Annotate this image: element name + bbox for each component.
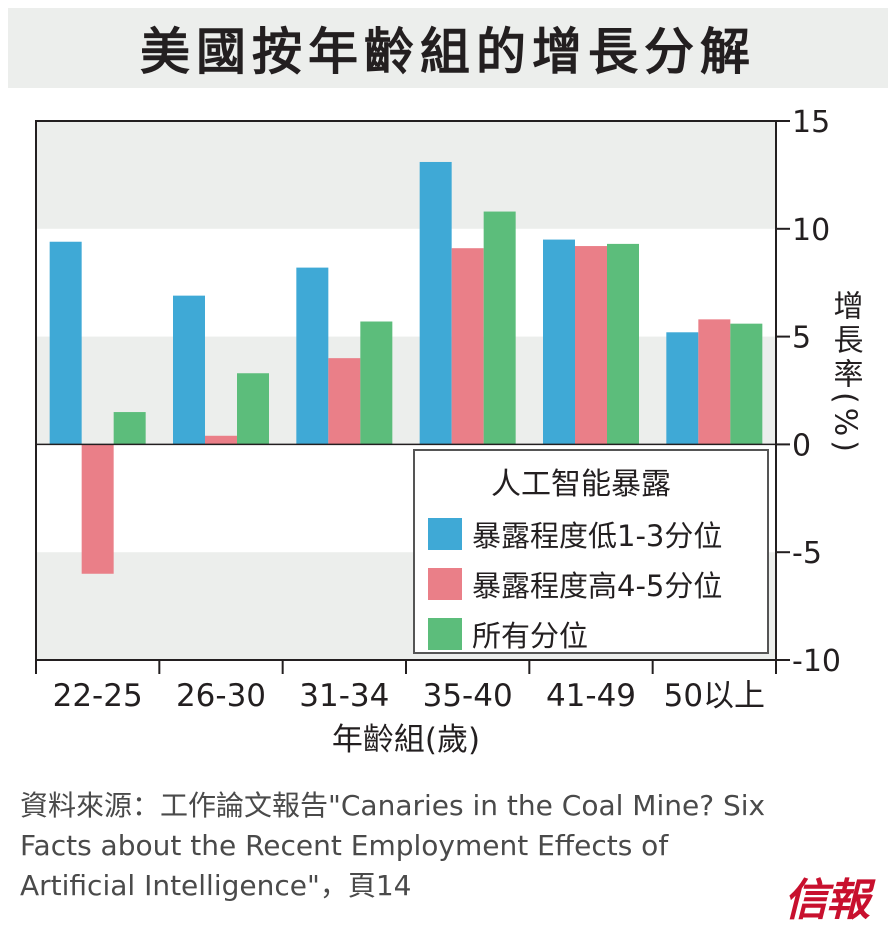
bar-1-22-25 [49,241,82,445]
x-tick-label: 26-30 [176,678,266,714]
legend-box [413,449,769,654]
grid-band [36,336,776,445]
bar-2-26-30 [205,435,237,445]
chart-title: 美國按年齡組的增長分解 [140,23,756,81]
bar-2-31-34 [328,358,361,445]
bar-2-35-40 [451,248,484,445]
legend-swatch-2 [428,568,462,600]
bar-2-50以上 [698,319,731,445]
bar-2-41-49 [575,246,607,445]
x-tick-label: 35-40 [423,678,513,714]
bar-3-50以上 [730,323,763,445]
bar-3-26-30 [237,373,269,445]
legend-swatch-3 [428,618,462,650]
source-note: 資料來源：工作論文報告"Canaries in the Coal Mine? S… [20,789,774,902]
legend-title: 人工智能暴露 [491,467,671,502]
y-tick-label: 15 [792,105,830,140]
x-tick-label: 41-49 [546,678,636,714]
bar-1-26-30 [173,295,205,445]
grid-band [36,121,776,229]
y-tick-label: 0 [792,428,811,463]
y-tick-label: 5 [792,321,811,356]
bar-3-41-49 [607,243,639,445]
bar-3-35-40 [483,211,516,445]
bar-3-31-34 [360,321,393,445]
legend-label-1: 暴露程度低1-3分位 [472,519,722,553]
bar-1-41-49 [543,239,575,445]
x-tick-label: 50以上 [664,678,765,714]
y-tick-label: -5 [792,536,822,571]
title-bar: 美國按年齡組的增長分解 [8,8,888,88]
bar-1-50以上 [666,332,699,445]
y-tick-label: 10 [792,213,830,248]
x-tick-label: 31-34 [299,678,389,714]
hkej-logo: 信報 [784,875,870,926]
y-tick-label: -10 [792,644,841,679]
bar-1-31-34 [296,267,329,445]
x-tick-label: 22-25 [53,678,143,714]
y-axis-label: 增長率(%) [828,290,863,456]
legend-label-3: 所有分位 [472,619,588,653]
x-axis-label: 年齡組(歲) [332,722,480,758]
bar-chart: 15 10 5 0 -5 -10 增長率(%) 22-25 26-30 31-34 35-40 41-… [35,105,863,758]
bar-3-22-25 [113,412,146,445]
legend-swatch-1 [428,518,462,550]
legend-label-2: 暴露程度高4-5分位 [472,569,722,603]
bar-1-35-40 [419,161,452,445]
bar-2-22-25 [81,444,114,574]
